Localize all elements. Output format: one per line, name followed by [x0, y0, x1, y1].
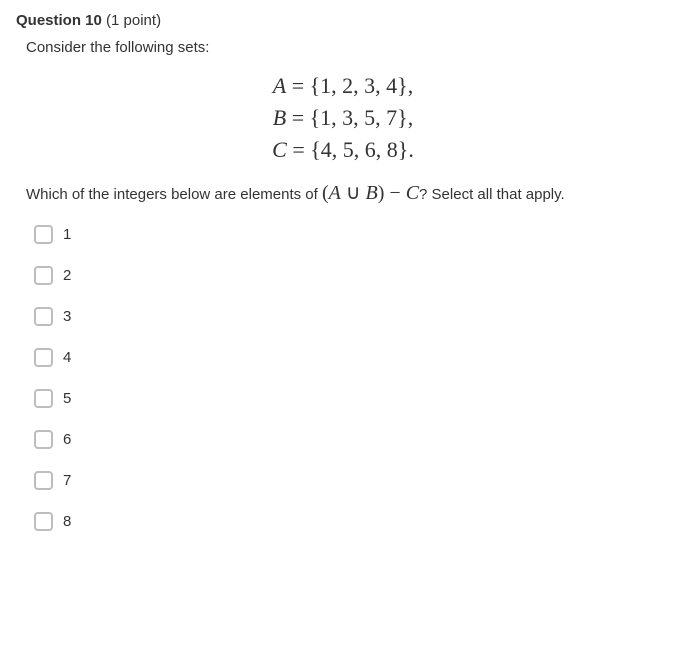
- question-header: Question 10 (1 point): [16, 12, 670, 29]
- equals-sign: =: [292, 137, 310, 162]
- equals-sign: =: [292, 105, 310, 130]
- option-label: 7: [63, 472, 71, 489]
- checkbox[interactable]: [34, 225, 53, 244]
- option-label: 2: [63, 267, 71, 284]
- option-row[interactable]: 7: [34, 471, 670, 490]
- set-A-row: A = {1, 2, 3, 4},: [16, 70, 670, 102]
- checkbox[interactable]: [34, 307, 53, 326]
- prompt-before: Which of the integers below are elements…: [26, 186, 322, 203]
- set-C-row: C = {4, 5, 6, 8}.: [16, 134, 670, 166]
- set-C-rhs: {4, 5, 6, 8}.: [310, 137, 414, 162]
- checkbox[interactable]: [34, 471, 53, 490]
- checkbox[interactable]: [34, 512, 53, 531]
- question-number: Question 10: [16, 12, 102, 29]
- option-label: 6: [63, 431, 71, 448]
- option-row[interactable]: 3: [34, 307, 670, 326]
- prompt-expression: (A ∪ B) − C: [322, 182, 419, 204]
- question-points: (1 point): [106, 12, 161, 29]
- equals-sign: =: [292, 73, 310, 98]
- option-row[interactable]: 2: [34, 266, 670, 285]
- option-row[interactable]: 5: [34, 389, 670, 408]
- expr-A: A: [329, 182, 341, 204]
- option-label: 8: [63, 513, 71, 530]
- minus-symbol: −: [384, 182, 405, 204]
- question-prompt: Which of the integers below are elements…: [26, 180, 670, 205]
- set-B-rhs: {1, 3, 5, 7},: [310, 105, 414, 130]
- option-row[interactable]: 6: [34, 430, 670, 449]
- set-B-var: B: [273, 105, 286, 130]
- set-A-var: A: [273, 73, 286, 98]
- set-C-var: C: [272, 137, 287, 162]
- checkbox[interactable]: [34, 430, 53, 449]
- option-row[interactable]: 8: [34, 512, 670, 531]
- option-row[interactable]: 4: [34, 348, 670, 367]
- set-B-row: B = {1, 3, 5, 7},: [16, 102, 670, 134]
- checkbox[interactable]: [34, 389, 53, 408]
- set-A-rhs: {1, 2, 3, 4},: [310, 73, 414, 98]
- checkbox[interactable]: [34, 348, 53, 367]
- question-intro: Consider the following sets:: [26, 39, 670, 56]
- option-label: 5: [63, 390, 71, 407]
- option-label: 4: [63, 349, 71, 366]
- paren-open: (: [322, 182, 329, 204]
- option-row[interactable]: 1: [34, 225, 670, 244]
- option-label: 1: [63, 226, 71, 243]
- options-list: 1 2 3 4 5 6 7 8: [34, 225, 670, 531]
- expr-C: C: [406, 182, 419, 204]
- prompt-after: ? Select all that apply.: [419, 186, 565, 203]
- option-label: 3: [63, 308, 71, 325]
- expr-B: B: [366, 182, 378, 204]
- set-definitions: A = {1, 2, 3, 4}, B = {1, 3, 5, 7}, C = …: [16, 70, 670, 166]
- checkbox[interactable]: [34, 266, 53, 285]
- union-symbol: ∪: [341, 182, 366, 204]
